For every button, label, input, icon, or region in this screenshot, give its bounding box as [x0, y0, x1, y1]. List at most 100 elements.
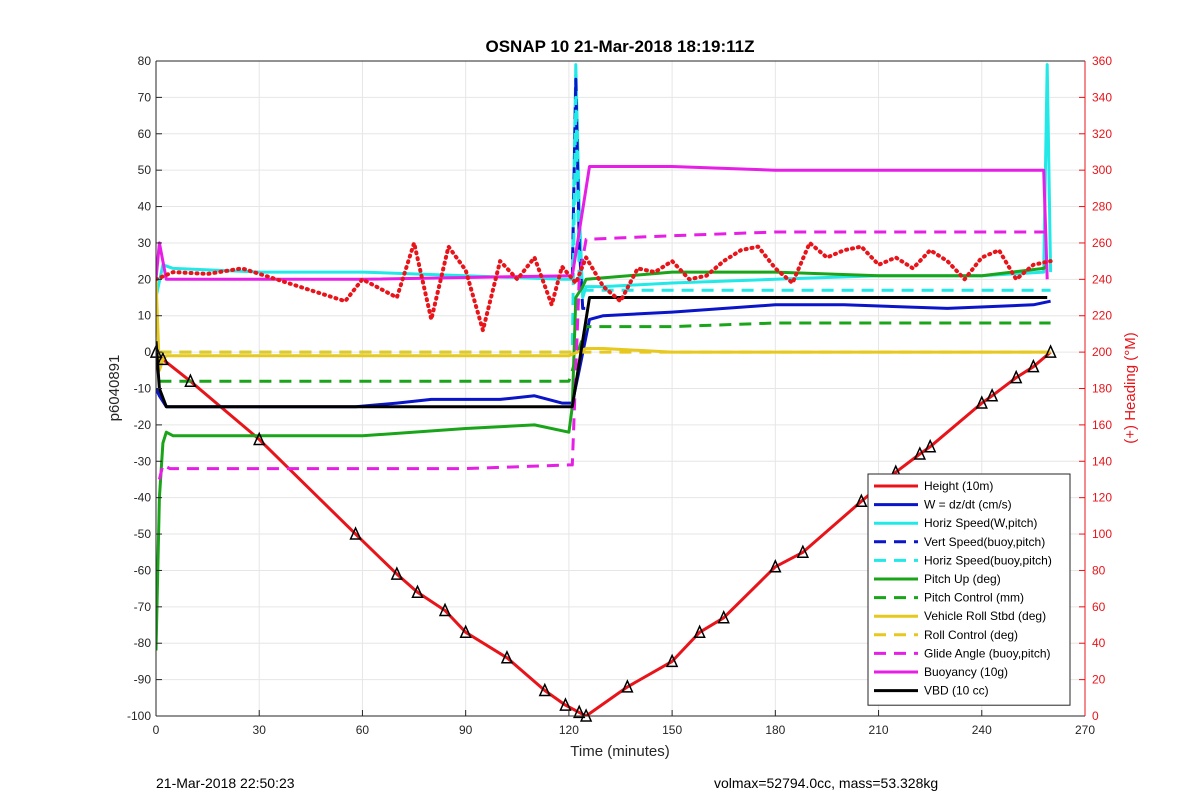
y-tick-label-left: 50: [138, 163, 152, 177]
height-marker: [438, 602, 452, 617]
legend-label: Roll Control (deg): [924, 628, 1018, 642]
y-tick-label-right: 160: [1092, 418, 1112, 432]
legend-label: VBD (10 cc): [924, 684, 989, 698]
x-tick-label: 210: [869, 723, 889, 737]
y-tick-label-left: 10: [138, 309, 152, 323]
legend-label: Glide Angle (buoy,pitch): [924, 646, 1051, 660]
y-tick-label-right: 100: [1092, 527, 1112, 541]
y-tick-label-left: -60: [134, 563, 152, 577]
x-tick-label: 180: [765, 723, 785, 737]
series-line-5: [156, 263, 1049, 651]
height-marker: [855, 493, 868, 508]
x-tick-label: 0: [153, 723, 160, 737]
y-axis-label-right: (+) Heading (°M): [1122, 332, 1139, 443]
y-tick-label-right: 20: [1092, 673, 1106, 687]
legend-label: W = dz/dt (cm/s): [924, 498, 1012, 512]
x-tick-label: 270: [1075, 723, 1095, 737]
height-marker: [621, 679, 634, 693]
series-line-0: [156, 350, 1052, 716]
height-marker: [559, 697, 572, 711]
y-tick-label-right: 60: [1092, 600, 1106, 614]
y-tick-label-left: -100: [127, 709, 151, 723]
height-marker: [184, 373, 197, 387]
height-marker: [349, 526, 362, 540]
height-marker: [975, 395, 988, 409]
y-tick-label-left: 40: [138, 200, 152, 214]
y-tick-label-left: -50: [134, 527, 152, 541]
legend-label: Vehicle Roll Stbd (deg): [924, 609, 1046, 623]
y-tick-label-right: 280: [1092, 200, 1112, 214]
height-marker: [459, 624, 472, 639]
y-tick-label-right: 240: [1092, 272, 1112, 286]
x-tick-label: 150: [662, 723, 682, 737]
series-line-6: [159, 321, 1051, 383]
series-line-3: [570, 77, 587, 310]
y-tick-label-right: 260: [1092, 236, 1112, 250]
height-marker: [717, 609, 730, 624]
height-marker: [1027, 358, 1040, 373]
x-tick-label: 60: [356, 723, 370, 737]
height-marker: [693, 624, 706, 639]
legend-label: Vert Speed(buoy,pitch): [924, 535, 1045, 549]
legend-box: [867, 473, 1071, 706]
y-tick-label-right: 220: [1092, 309, 1112, 323]
y-tick-label-right: 340: [1092, 90, 1112, 104]
y-tick-label-right: 200: [1092, 345, 1112, 359]
series-layer: [149, 63, 1057, 722]
y-tick-label-left: -70: [134, 600, 152, 614]
series-line-11: [156, 296, 1048, 409]
axes: 0 30 60 90 120 150 180 210 240 270 80 70 60 50 40 30 20 1…: [127, 54, 1112, 737]
height-marker: [1044, 344, 1057, 358]
height-marker: [985, 387, 999, 402]
x-axis-label: Time (minutes): [570, 743, 669, 760]
y-tick-label-left: -20: [134, 418, 152, 432]
y-tick-label-left: 80: [138, 54, 152, 68]
height-marker: [1010, 369, 1023, 384]
legend-label: Pitch Up (deg): [924, 572, 1001, 586]
legend-label: Height (10m): [924, 479, 993, 493]
y-tick-label-right: 0: [1092, 709, 1099, 723]
y-tick-label-left: -90: [134, 673, 152, 687]
height-marker: [924, 438, 937, 453]
y-tick-label-right: 300: [1092, 163, 1112, 177]
legend-label: Buoyancy (10g): [924, 665, 1008, 679]
height-marker: [913, 446, 927, 460]
y-tick-label-right: 140: [1092, 454, 1112, 468]
footer-volmax-mass: volmax=52794.0cc, mass=53.328kg: [714, 775, 939, 791]
y-axis-label-left: p6040891: [106, 355, 123, 422]
y-tick-label-right: 120: [1092, 491, 1112, 505]
footer-timestamp: 21-Mar-2018 22:50:23: [156, 775, 295, 791]
y-tick-label-left: 30: [138, 236, 152, 250]
legend: Height (10m) W = dz/dt (cm/s) Horiz Speed(…: [867, 473, 1071, 706]
series-line-12: [156, 240, 1053, 333]
height-marker: [253, 431, 266, 446]
height-marker: [665, 653, 679, 668]
y-tick-label-right: 180: [1092, 382, 1112, 396]
y-tick-label-left: -40: [134, 491, 152, 505]
height-marker: [390, 566, 404, 580]
height-marker: [769, 558, 782, 573]
height-marker: [573, 704, 586, 719]
y-tick-label-left: -10: [134, 382, 152, 396]
legend-label: Pitch Control (mm): [924, 591, 1024, 605]
height-marker: [538, 682, 551, 697]
y-tick-label-right: 80: [1092, 563, 1106, 577]
x-tick-label: 240: [972, 723, 992, 737]
y-tick-label-left: 70: [138, 90, 152, 104]
y-tick-label-right: 360: [1092, 54, 1112, 68]
height-marker: [411, 584, 424, 599]
x-tick-label: 90: [459, 723, 473, 737]
chart-title: OSNAP 10 21-Mar-2018 18:19:11Z: [485, 37, 754, 56]
height-marker: [500, 649, 514, 664]
x-tick-label: 30: [253, 723, 267, 737]
y-tick-label-left: -80: [134, 636, 152, 650]
height-marker: [796, 544, 810, 558]
y-tick-label-left: -30: [134, 454, 152, 468]
chart-figure: 0 30 60 90 120 150 180 210 240 270 80 70 60 50 40 30 20 1…: [106, 37, 1139, 760]
y-tick-label-left: 20: [138, 272, 152, 286]
x-tick-label: 120: [559, 723, 579, 737]
series-line-10: [156, 165, 1049, 281]
series-line-9: [157, 230, 1051, 480]
y-tick-label-right: 40: [1092, 636, 1106, 650]
legend-label: Horiz Speed(buoy,pitch): [924, 553, 1052, 567]
